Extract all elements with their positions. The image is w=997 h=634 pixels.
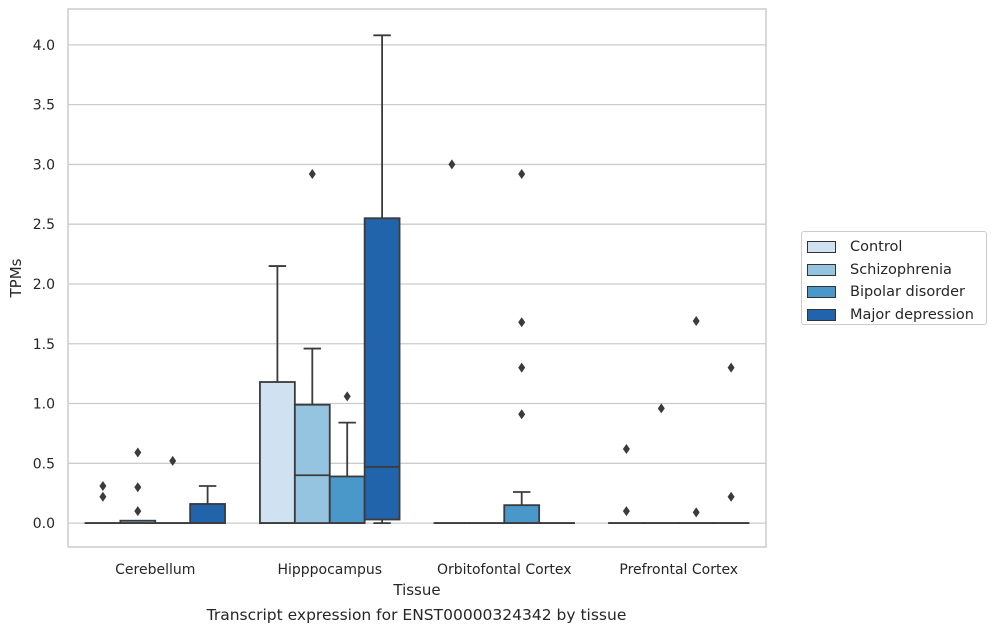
box-bipolar-disorder bbox=[154, 455, 192, 524]
outlier-point bbox=[622, 443, 630, 454]
legend-label: Schizophrenia bbox=[850, 261, 952, 278]
y-tick-label: 4.0 bbox=[33, 38, 55, 54]
legend-swatch bbox=[807, 263, 836, 276]
box-bipolar-disorder bbox=[328, 391, 366, 524]
box-bipolar-disorder bbox=[677, 316, 715, 524]
outlier-point bbox=[169, 455, 177, 466]
legend-item: Bipolar disorder bbox=[807, 281, 986, 304]
box-body bbox=[259, 381, 296, 524]
outlier-point bbox=[134, 482, 142, 493]
box-body bbox=[293, 403, 331, 524]
box-plot-area bbox=[84, 34, 750, 524]
y-tick-label: 1.0 bbox=[33, 397, 55, 413]
x-tick-label: Orbitofontal Cortex bbox=[437, 562, 572, 578]
outlier-point bbox=[692, 316, 700, 327]
y-tick-label: 0.5 bbox=[33, 456, 55, 472]
box-control bbox=[433, 159, 471, 524]
y-tick-label: 3.0 bbox=[33, 157, 55, 173]
y-tick-label: 1.5 bbox=[33, 337, 55, 353]
outlier-point bbox=[657, 403, 665, 414]
x-tick-label: Hipppocampus bbox=[277, 562, 382, 578]
box-schizophrenia bbox=[293, 168, 331, 524]
x-tick-label: Cerebellum bbox=[115, 562, 195, 578]
outlier-point bbox=[134, 506, 142, 517]
figure-caption: Transcript expression for ENST0000032434… bbox=[206, 606, 627, 624]
y-tick-label: 0.0 bbox=[33, 516, 55, 532]
outlier-point bbox=[134, 447, 142, 458]
outlier-point bbox=[448, 159, 456, 170]
box-control bbox=[84, 481, 122, 524]
outlier-point bbox=[518, 168, 526, 179]
box-body bbox=[328, 475, 366, 524]
box-body bbox=[503, 504, 541, 524]
y-axis-ticks: 0.0 0.5 1.0 1.5 2.0 2.5 3.0 3.5 4.0 bbox=[33, 38, 55, 532]
legend-item: Control bbox=[807, 236, 986, 259]
outlier-point bbox=[518, 317, 526, 328]
x-axis-label: Tissue bbox=[392, 581, 440, 599]
box-major-depression bbox=[712, 362, 750, 524]
legend-item: Schizophrenia bbox=[807, 259, 986, 282]
legend: Control Schizophrenia Bipolar disorder Majo… bbox=[801, 231, 987, 325]
box-bipolar-disorder bbox=[503, 168, 541, 524]
box-control bbox=[608, 443, 645, 524]
plot-frame bbox=[67, 8, 767, 548]
legend-label: Major depression bbox=[850, 306, 974, 323]
outlier-point bbox=[308, 168, 316, 179]
x-axis-ticks: Cerebellum Hipppocampus Orbitofontal Corte… bbox=[115, 562, 738, 578]
y-tick-label: 2.0 bbox=[33, 277, 55, 293]
y-tick-label: 3.5 bbox=[33, 98, 55, 114]
outlier-point bbox=[343, 391, 351, 402]
outlier-point bbox=[622, 506, 630, 517]
legend-swatch bbox=[807, 308, 836, 321]
box-major-depression bbox=[189, 485, 226, 524]
outlier-point bbox=[518, 362, 526, 373]
outlier-point bbox=[692, 507, 700, 518]
outlier-point bbox=[727, 362, 735, 373]
box-body bbox=[189, 503, 226, 524]
y-axis-label: TPMs bbox=[7, 258, 25, 298]
outlier-point bbox=[99, 491, 107, 502]
legend-swatch bbox=[807, 241, 836, 254]
box-control bbox=[259, 265, 296, 524]
outlier-point bbox=[727, 491, 735, 502]
grid-lines bbox=[68, 44, 766, 524]
legend-label: Control bbox=[850, 239, 903, 256]
outlier-point bbox=[99, 481, 107, 492]
y-tick-label: 2.5 bbox=[33, 217, 55, 233]
legend-swatch bbox=[807, 286, 836, 299]
legend-label: Bipolar disorder bbox=[850, 284, 965, 301]
box-major-depression bbox=[363, 34, 401, 524]
x-tick-label: Prefrontal Cortex bbox=[619, 562, 738, 578]
box-body bbox=[363, 217, 401, 521]
legend-item: Major depression bbox=[807, 304, 986, 327]
outlier-point bbox=[518, 409, 526, 420]
box-schizophrenia bbox=[119, 447, 157, 524]
